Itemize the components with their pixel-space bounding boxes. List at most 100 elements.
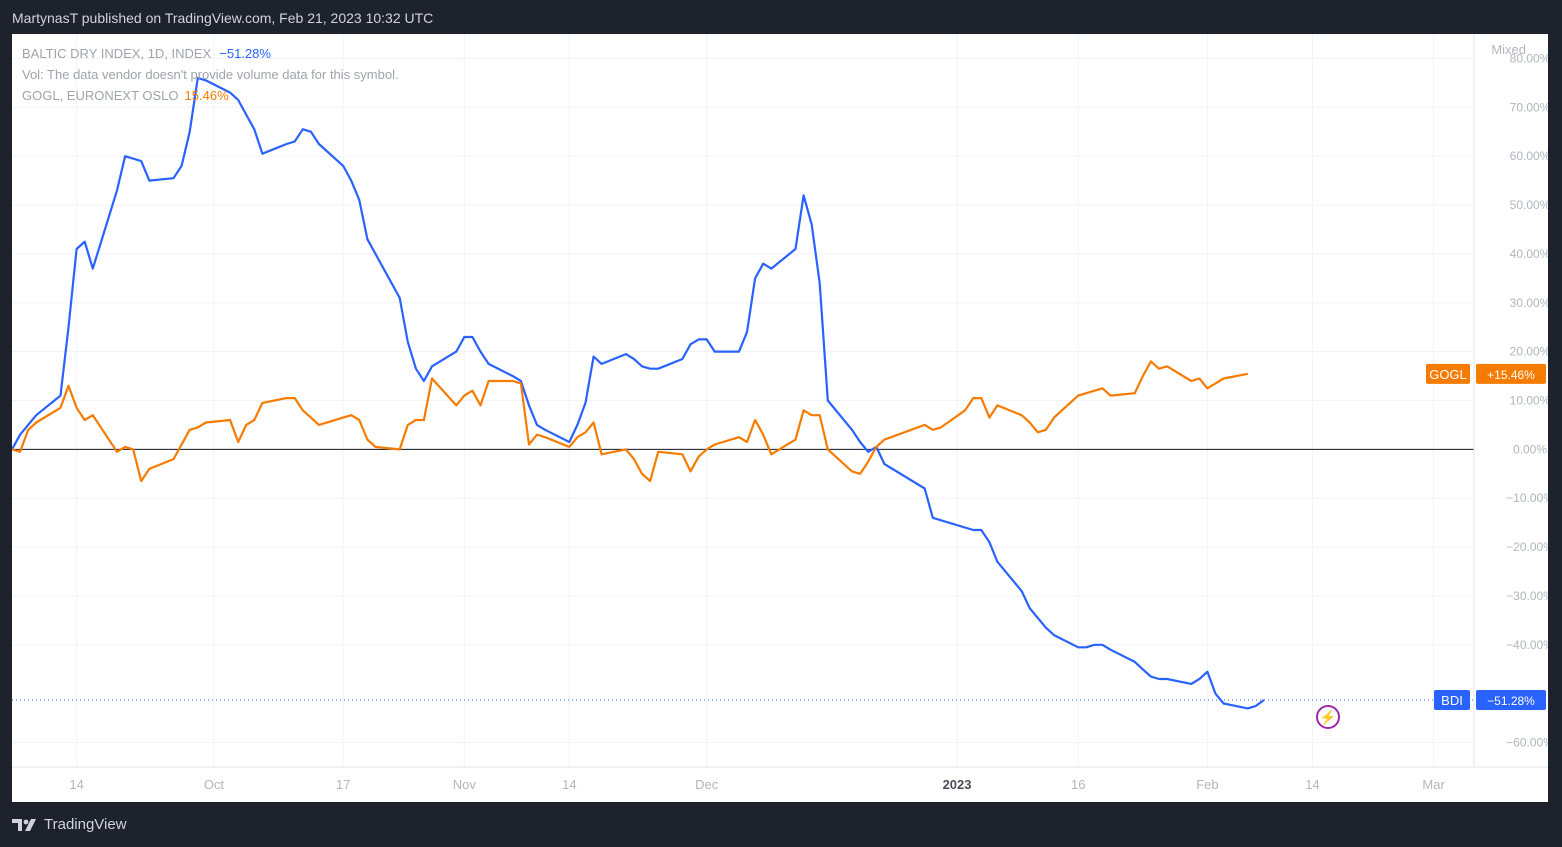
gogl-data-point [259, 400, 265, 406]
gogl-data-point [1035, 429, 1041, 435]
legend-bdi-name: BALTIC DRY INDEX, 1D, INDEX [22, 46, 212, 61]
bdi-data-point [1099, 642, 1105, 648]
bdi-data-point [542, 427, 548, 433]
legend-bdi-change: −51.28% [219, 46, 271, 61]
bdi-data-point [809, 222, 815, 228]
bdi-data-point [316, 141, 322, 147]
chart-panel[interactable]: 80.00% 70.00% 60.00% 50.00% 40.00% 30.00% 20.0… [12, 34, 1548, 802]
bdi-data-point [712, 349, 718, 355]
gogl-data-point [582, 429, 588, 435]
tradingview-brand[interactable]: TradingView [12, 816, 127, 833]
gogl-data-point [768, 451, 774, 457]
gogl-data-point [639, 471, 645, 477]
price-badge-bdi[interactable]: BDI −51.28% [1434, 689, 1546, 710]
lightning-icon[interactable]: ⚡ [1316, 705, 1340, 729]
gogl-data-point [591, 419, 597, 425]
gogl-data-point [825, 446, 831, 452]
gogl-data-point [171, 456, 177, 462]
bdi-data-point [82, 239, 88, 245]
x-tick-label: 2023 [943, 777, 972, 792]
gogl-data-point [235, 439, 241, 445]
bdi-data-point [33, 412, 39, 418]
gogl-data-point [696, 454, 702, 460]
bdi-data-point [461, 334, 467, 340]
gogl-data-point [348, 412, 354, 418]
bdi-data-point [679, 356, 685, 362]
y-tick-label: 70.00% [1510, 100, 1548, 114]
bdi-data-point [235, 97, 241, 103]
bdi-data-point [122, 153, 128, 159]
bdi-data-point [744, 329, 750, 335]
gogl-data-point [704, 446, 710, 452]
price-badge-gogl[interactable]: GOGL +15.46% [1426, 363, 1546, 384]
gogl-data-point [865, 459, 871, 465]
x-tick-label: 16 [1071, 777, 1085, 792]
y-tick-label: −10.00% [1506, 491, 1548, 505]
bdi-data-point [582, 400, 588, 406]
gogl-data-point [477, 402, 483, 408]
y-tick-label: 60.00% [1510, 149, 1548, 163]
gogl-data-point [243, 422, 249, 428]
legend-gogl-name: GOGL, EURONEXT OSLO [22, 88, 179, 103]
bdi-data-point [114, 187, 120, 193]
gogl-data-point [1245, 371, 1251, 377]
bdi-data-point [90, 266, 96, 272]
gogl-data-point [526, 441, 532, 447]
gogl-data-point [970, 395, 976, 401]
bdi-data-point [639, 363, 645, 369]
tradingview-logo-icon [12, 818, 36, 831]
bdi-data-point [364, 236, 370, 242]
bdi-data-point [171, 175, 177, 181]
bdi-data-point [930, 515, 936, 521]
bdi-data-point [1204, 669, 1210, 675]
bdi-data-point [970, 527, 976, 533]
bdi-data-point [1148, 674, 1154, 680]
chart-canvas[interactable]: 80.00% 70.00% 60.00% 50.00% 40.00% 30.00% 20.0… [12, 34, 1548, 802]
y-tick-label: 0.00% [1513, 442, 1547, 456]
gogl-data-point [744, 439, 750, 445]
gogl-data-point [187, 427, 193, 433]
gogl-data-point [1148, 358, 1154, 364]
gogl-data-point [1132, 390, 1138, 396]
bdi-data-point [413, 366, 419, 372]
published-by-text: MartynasT published on TradingView.com, … [12, 10, 434, 26]
gogl-data-point [469, 388, 475, 394]
gogl-data-point [1213, 380, 1219, 386]
bdi-data-point [348, 178, 354, 184]
x-tick-label: 14 [69, 777, 83, 792]
bdi-data-point [74, 246, 80, 252]
bdi-data-point [534, 422, 540, 428]
bdi-series-line [12, 76, 1265, 710]
bdi-data-point [526, 402, 532, 408]
bdi-data-point [251, 126, 257, 132]
bdi-data-point [647, 366, 653, 372]
bdi-data-point [922, 485, 928, 491]
legend-bdi-row[interactable]: BALTIC DRY INDEX, 1D, INDEX −51.28% [22, 46, 271, 61]
bdi-data-point [849, 427, 855, 433]
bdi-data-point [591, 354, 597, 360]
gogl-data-point [857, 471, 863, 477]
gogl-data-point [647, 478, 653, 484]
gogl-data-point [801, 407, 807, 413]
bdi-data-point [1140, 666, 1146, 672]
gogl-data-point [90, 412, 96, 418]
badge-value-label: −51.28% [1487, 694, 1535, 708]
gogl-data-point [340, 415, 346, 421]
bdi-data-point [138, 158, 144, 164]
gogl-data-point [1204, 385, 1210, 391]
gogl-data-point [510, 378, 516, 384]
bdi-data-point [243, 112, 249, 118]
y-tick-label: 80.00% [1510, 51, 1548, 65]
gogl-data-point [461, 393, 467, 399]
gogl-data-point [1083, 390, 1089, 396]
bdi-data-point [146, 178, 152, 184]
gogl-data-point [986, 415, 992, 421]
legend-gogl-row[interactable]: GOGL, EURONEXT OSLO 15.46% [22, 88, 229, 103]
bdi-data-point [469, 334, 475, 340]
bdi-data-point [66, 324, 72, 330]
gogl-data-point [922, 422, 928, 428]
gogl-data-point [962, 407, 968, 413]
gogl-data-point [356, 417, 362, 423]
scale-mode-label[interactable]: Mixed [1491, 42, 1526, 57]
gogl-data-point [74, 405, 80, 411]
